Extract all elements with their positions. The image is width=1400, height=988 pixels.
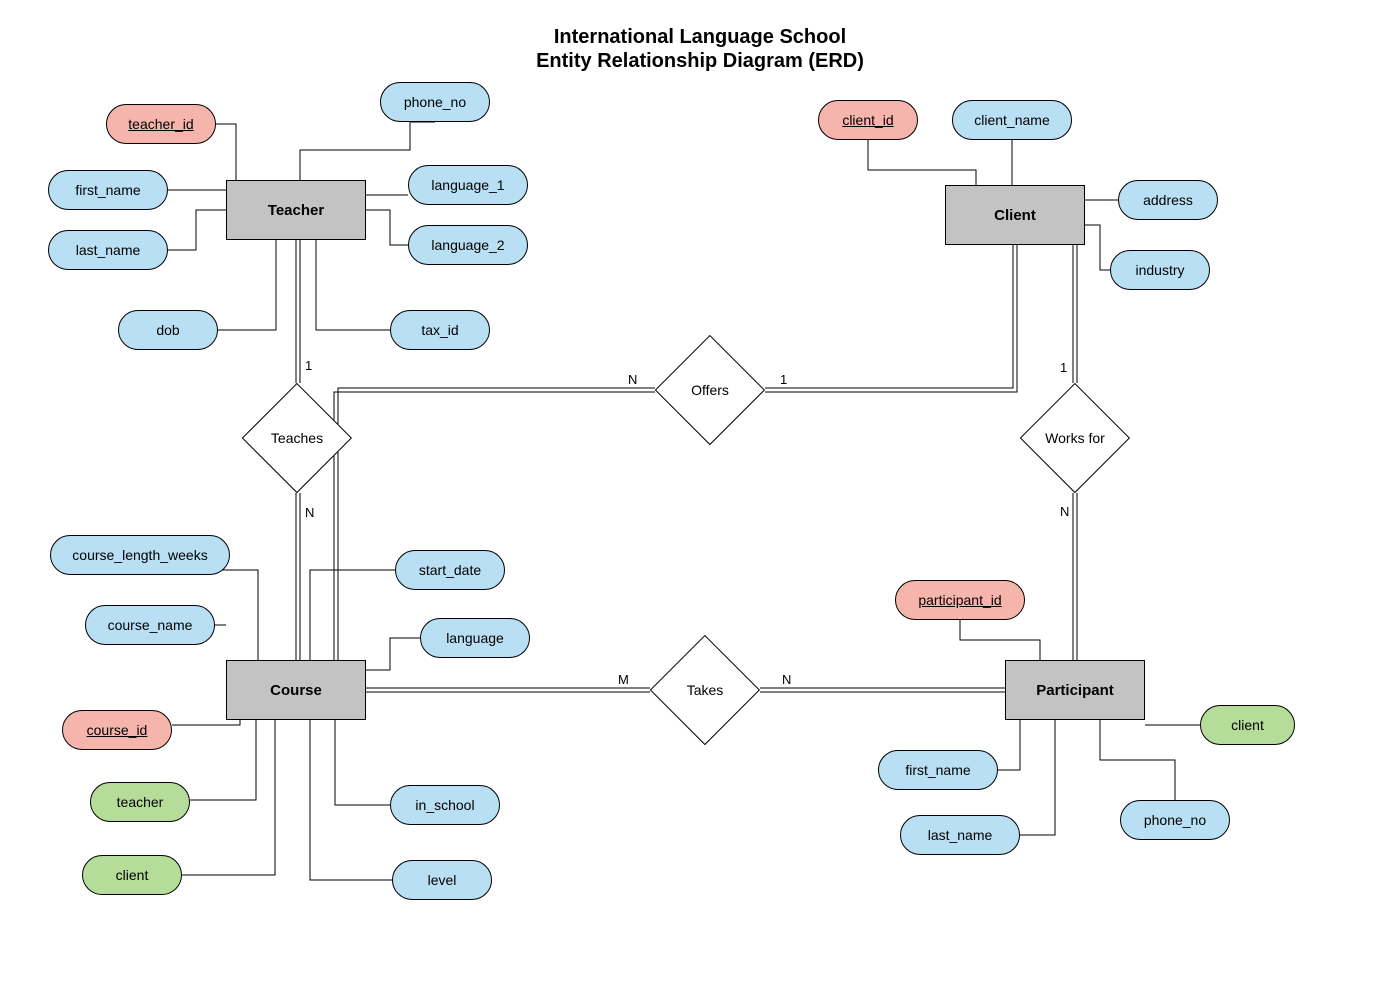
attribute-teacher-tax-id: tax_id: [390, 310, 490, 350]
cardinality-label: N: [1060, 504, 1069, 519]
entity-label: Teacher: [268, 202, 324, 219]
relationship-label: Teaches: [271, 430, 323, 446]
attribute-course-course-name: course_name: [85, 605, 215, 645]
attribute-course-course-id: course_id: [62, 710, 172, 750]
attribute-teacher-first-name: first_name: [48, 170, 168, 210]
attribute-client-client-name: client_name: [952, 100, 1072, 140]
relationship-offers: Offers: [655, 335, 765, 445]
cardinality-label: 1: [305, 358, 312, 373]
attribute-teacher-phone-no: phone_no: [380, 82, 490, 122]
attribute-participant-phone-no: phone_no: [1120, 800, 1230, 840]
attribute-teacher-last-name: last_name: [48, 230, 168, 270]
relationship-label: Offers: [691, 382, 729, 398]
cardinality-label: N: [782, 672, 791, 687]
attribute-course-language: language: [420, 618, 530, 658]
relationship-label: Works for: [1045, 430, 1105, 446]
entity-label: Client: [994, 207, 1036, 224]
attribute-course-teacher: teacher: [90, 782, 190, 822]
attribute-participant-first-name: first_name: [878, 750, 998, 790]
attribute-client-industry: industry: [1110, 250, 1210, 290]
attribute-teacher-dob: dob: [118, 310, 218, 350]
diagram-title-line1: International Language School: [0, 26, 1400, 49]
entity-teacher: Teacher: [226, 180, 366, 240]
relationship-takes: Takes: [650, 635, 760, 745]
entity-participant: Participant: [1005, 660, 1145, 720]
relationship-teaches: Teaches: [242, 383, 352, 493]
attribute-participant-participant-id: participant_id: [895, 580, 1025, 620]
cardinality-label: N: [628, 372, 637, 387]
attribute-course-level: level: [392, 860, 492, 900]
attribute-teacher-teacher-id: teacher_id: [106, 104, 216, 144]
cardinality-label: 1: [1060, 360, 1067, 375]
attribute-course-course-length-weeks: course_length_weeks: [50, 535, 230, 575]
attribute-participant-last-name: last_name: [900, 815, 1020, 855]
cardinality-label: 1: [780, 372, 787, 387]
attribute-course-in-school: in_school: [390, 785, 500, 825]
attribute-teacher-language-2: language_2: [408, 225, 528, 265]
entity-client: Client: [945, 185, 1085, 245]
relationship-label: Takes: [687, 682, 724, 698]
entity-label: Course: [270, 682, 322, 699]
attribute-client-address: address: [1118, 180, 1218, 220]
attribute-course-start-date: start_date: [395, 550, 505, 590]
entity-label: Participant: [1036, 682, 1114, 699]
diagram-title-line2: Entity Relationship Diagram (ERD): [0, 50, 1400, 73]
attribute-participant-client: client: [1200, 705, 1295, 745]
attribute-teacher-language-1: language_1: [408, 165, 528, 205]
erd-canvas: International Language School Entity Rel…: [0, 0, 1400, 988]
relationship-works-for: Works for: [1020, 383, 1130, 493]
cardinality-label: M: [618, 672, 629, 687]
attribute-course-client: client: [82, 855, 182, 895]
attribute-client-client-id: client_id: [818, 100, 918, 140]
cardinality-label: N: [305, 505, 314, 520]
entity-course: Course: [226, 660, 366, 720]
